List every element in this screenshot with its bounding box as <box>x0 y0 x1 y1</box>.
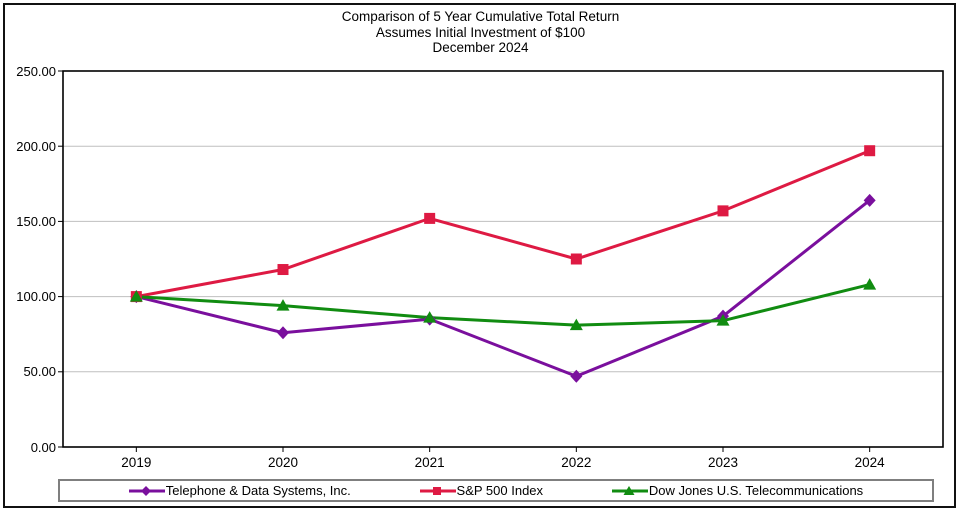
y-tick-label: 0.00 <box>30 439 56 455</box>
diamond-marker-icon <box>570 369 583 383</box>
square-marker-icon <box>277 264 289 276</box>
green-triangle-line-icon <box>611 485 648 495</box>
diamond-marker-icon <box>863 193 876 207</box>
legend-item-tds: Telephone & Data Systems, Inc. <box>128 483 351 498</box>
chart-subtitle: Assumes Initial Investment of $100 <box>375 24 586 40</box>
chart-title-block: Comparison of 5 Year Cumulative Total Re… <box>0 9 961 56</box>
diamond-marker-icon <box>277 326 289 340</box>
purple-diamond-line-icon <box>128 485 165 496</box>
red-square-line-icon <box>419 486 456 495</box>
square-marker-icon <box>570 253 582 265</box>
triangle-marker-icon <box>129 290 143 302</box>
triangle-marker-icon <box>716 314 730 326</box>
square-marker-icon <box>864 145 876 157</box>
triangle-marker-icon <box>569 318 583 331</box>
legend-item-sp500: S&P 500 Index <box>419 483 544 498</box>
legend-item-dowjones-telecom: Dow Jones U.S. Telecommunications <box>611 483 864 498</box>
square-marker-icon <box>424 212 436 224</box>
triangle-marker-icon <box>423 311 437 323</box>
series-line <box>135 199 871 378</box>
legend-label: Dow Jones U.S. Telecommunications <box>648 483 864 498</box>
triangle-marker-icon <box>276 299 290 311</box>
legend-label: Telephone & Data Systems, Inc. <box>165 483 351 498</box>
y-tick-label: 50.00 <box>23 364 56 380</box>
x-tick-label: 2021 <box>414 455 445 470</box>
y-tick-label: 150.00 <box>16 213 56 229</box>
triangle-marker-icon <box>863 278 877 290</box>
series-line <box>136 149 871 299</box>
series-line <box>136 283 871 327</box>
x-tick-label: 2020 <box>267 455 299 470</box>
legend-label: S&P 500 Index <box>456 483 544 498</box>
chart-title: Comparison of 5 Year Cumulative Total Re… <box>341 9 620 24</box>
plot-border <box>62 70 944 448</box>
x-tick-label: 2022 <box>561 455 592 470</box>
chart-legend: Telephone & Data Systems, Inc. S&P 500 I… <box>58 479 934 502</box>
x-tick-label: 2024 <box>854 455 885 470</box>
chart-date-label: December 2024 <box>432 40 529 55</box>
y-tick-label: 200.00 <box>16 138 56 154</box>
y-tick-label: 100.00 <box>16 289 56 305</box>
x-tick-label: 2023 <box>707 455 739 470</box>
y-tick-label: 250.00 <box>16 63 56 79</box>
square-marker-icon <box>717 205 729 217</box>
x-tick-label: 2019 <box>121 455 152 470</box>
